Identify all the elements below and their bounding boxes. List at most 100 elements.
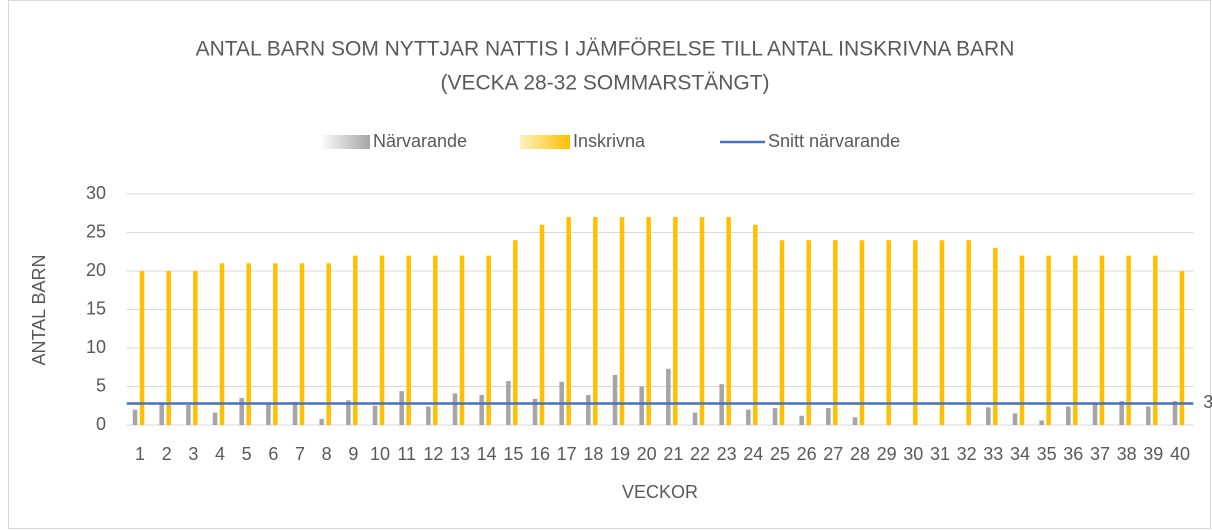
x-tick-label: 1 bbox=[135, 444, 145, 464]
bar bbox=[132, 409, 138, 425]
bar bbox=[886, 240, 891, 425]
y-tick-label: 10 bbox=[86, 337, 106, 357]
legend-label: Närvarande bbox=[373, 131, 467, 151]
bar bbox=[593, 217, 598, 425]
x-tick-label: 7 bbox=[295, 444, 305, 464]
x-tick-label: 28 bbox=[850, 444, 870, 464]
x-tick-label: 8 bbox=[322, 444, 332, 464]
bar bbox=[166, 271, 171, 425]
x-tick-label: 19 bbox=[610, 444, 630, 464]
bar bbox=[273, 263, 278, 425]
chart-border bbox=[8, 0, 1211, 529]
x-tick-label: 16 bbox=[530, 444, 550, 464]
x-tick-label: 34 bbox=[1010, 444, 1030, 464]
bar bbox=[699, 217, 705, 425]
x-tick-label: 9 bbox=[348, 444, 358, 464]
bar bbox=[186, 404, 191, 425]
legend-label: Snitt närvarande bbox=[768, 131, 900, 151]
x-tick-label: 40 bbox=[1170, 444, 1190, 464]
x-tick-label: 5 bbox=[242, 444, 252, 464]
bar bbox=[566, 217, 571, 425]
x-tick-label: 15 bbox=[503, 444, 523, 464]
x-tick-label: 12 bbox=[423, 444, 443, 464]
x-tick-label: 33 bbox=[983, 444, 1003, 464]
x-tick-label: 17 bbox=[557, 444, 577, 464]
x-tick-label: 31 bbox=[930, 444, 950, 464]
bar bbox=[1146, 406, 1151, 425]
x-tick-label: 32 bbox=[957, 444, 977, 464]
x-tick-label: 3 bbox=[188, 444, 198, 464]
bar bbox=[1012, 413, 1018, 425]
bar bbox=[513, 240, 518, 425]
x-tick-label: 38 bbox=[1117, 444, 1137, 464]
x-tick-label: 20 bbox=[637, 444, 657, 464]
y-tick-label: 5 bbox=[96, 375, 106, 395]
bar bbox=[913, 240, 918, 425]
bar bbox=[1172, 401, 1178, 425]
bar bbox=[692, 412, 698, 425]
bar bbox=[372, 405, 378, 425]
legend-label: Inskrivna bbox=[573, 131, 646, 151]
x-tick-label: 23 bbox=[717, 444, 737, 464]
bar bbox=[779, 240, 785, 425]
x-tick-label: 10 bbox=[370, 444, 390, 464]
x-tick-label: 18 bbox=[583, 444, 603, 464]
bar bbox=[673, 217, 678, 425]
chart-title: ANTAL BARN SOM NYTTJAR NATTIS I JÄMFÖREL… bbox=[196, 38, 1015, 61]
bar bbox=[1039, 420, 1044, 425]
bar bbox=[772, 408, 778, 425]
bar bbox=[532, 398, 538, 425]
x-tick-label: 13 bbox=[450, 444, 470, 464]
data-label: 3 bbox=[1203, 392, 1212, 412]
x-tick-label: 30 bbox=[903, 444, 923, 464]
bar bbox=[746, 409, 751, 425]
bar bbox=[639, 386, 644, 425]
bar bbox=[993, 247, 998, 425]
legend-swatch bbox=[520, 135, 570, 149]
bar bbox=[726, 217, 731, 425]
bar bbox=[753, 224, 758, 425]
x-tick-label: 27 bbox=[823, 444, 843, 464]
x-tick-label: 6 bbox=[268, 444, 278, 464]
bar bbox=[666, 368, 671, 425]
x-tick-label: 21 bbox=[663, 444, 683, 464]
bar bbox=[139, 271, 145, 425]
bar bbox=[1153, 255, 1158, 425]
bar bbox=[1119, 401, 1124, 425]
bar bbox=[1066, 406, 1071, 425]
bar bbox=[619, 217, 625, 425]
bar bbox=[459, 255, 465, 425]
bar bbox=[852, 417, 858, 425]
bar bbox=[806, 240, 811, 425]
bar bbox=[612, 374, 618, 425]
legend-swatch bbox=[320, 135, 370, 149]
bar bbox=[586, 394, 591, 425]
bar bbox=[859, 240, 865, 425]
bar bbox=[1126, 255, 1131, 425]
bar bbox=[452, 393, 458, 425]
y-tick-label: 0 bbox=[96, 414, 106, 434]
y-axis-label: ANTAL BARN bbox=[29, 254, 49, 365]
y-tick-label: 30 bbox=[86, 183, 106, 203]
bar bbox=[406, 255, 411, 425]
bar bbox=[219, 263, 225, 425]
bar bbox=[939, 240, 945, 425]
bar bbox=[239, 398, 244, 425]
bar bbox=[1092, 404, 1098, 425]
bar bbox=[353, 255, 358, 425]
bar bbox=[646, 217, 651, 425]
x-axis-label: VECKOR bbox=[622, 482, 698, 502]
x-tick-label: 24 bbox=[743, 444, 763, 464]
bar bbox=[833, 240, 838, 425]
bar bbox=[966, 240, 971, 425]
x-tick-label: 35 bbox=[1037, 444, 1057, 464]
bar bbox=[433, 255, 438, 425]
x-tick-label: 14 bbox=[477, 444, 497, 464]
x-tick-label: 37 bbox=[1090, 444, 1110, 464]
chart-subtitle: (VECKA 28-32 SOMMARSTÄNGT) bbox=[440, 72, 769, 95]
bar bbox=[1073, 255, 1078, 425]
bar bbox=[379, 255, 385, 425]
y-tick-label: 20 bbox=[86, 260, 106, 280]
bar bbox=[826, 408, 831, 425]
